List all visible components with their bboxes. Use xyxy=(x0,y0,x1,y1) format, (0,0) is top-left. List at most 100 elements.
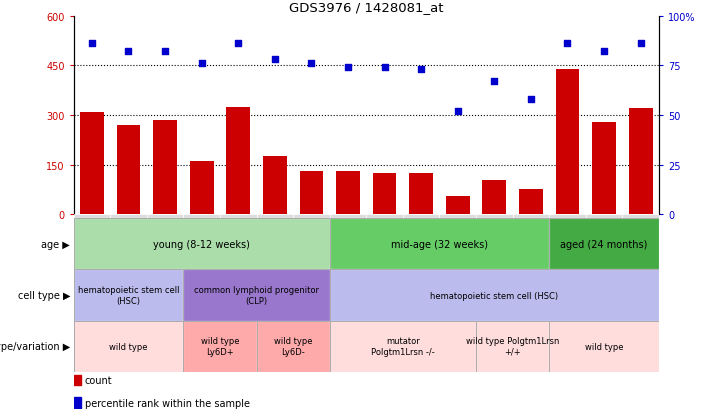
Text: GSM685752: GSM685752 xyxy=(380,215,389,261)
Bar xyxy=(147,215,184,219)
Bar xyxy=(74,270,184,321)
Bar xyxy=(476,321,549,372)
Text: GSM685751: GSM685751 xyxy=(343,215,353,261)
Bar xyxy=(446,197,470,215)
Bar xyxy=(482,180,506,215)
Point xyxy=(269,57,280,64)
Point xyxy=(635,41,646,47)
Point xyxy=(452,108,463,115)
Bar xyxy=(154,121,177,215)
Bar xyxy=(74,321,184,372)
Bar xyxy=(80,112,104,215)
Bar xyxy=(74,219,329,270)
Text: aged (24 months): aged (24 months) xyxy=(560,240,648,249)
Text: GSM685749: GSM685749 xyxy=(124,215,133,261)
Text: GSM685759: GSM685759 xyxy=(271,215,279,261)
Bar xyxy=(586,215,622,219)
Bar xyxy=(74,321,184,372)
Bar xyxy=(549,215,586,219)
Text: GSM685754: GSM685754 xyxy=(454,215,462,261)
Bar xyxy=(549,219,659,270)
Text: percentile rank within the sample: percentile rank within the sample xyxy=(85,398,250,408)
Bar xyxy=(74,215,110,219)
Bar xyxy=(257,321,329,372)
Bar xyxy=(366,215,403,219)
Text: wild type Polgtm1Lrsn
+/+: wild type Polgtm1Lrsn +/+ xyxy=(466,337,559,356)
Bar xyxy=(257,321,329,372)
Bar xyxy=(592,122,616,215)
Bar xyxy=(74,219,329,270)
Bar xyxy=(519,190,543,215)
Bar xyxy=(549,219,659,270)
Text: mid-age (32 weeks): mid-age (32 weeks) xyxy=(391,240,488,249)
Point xyxy=(379,65,390,71)
Point xyxy=(159,49,170,55)
Text: GSM685758: GSM685758 xyxy=(233,215,243,261)
Bar xyxy=(409,173,433,215)
Bar xyxy=(184,270,329,321)
Point xyxy=(416,67,427,74)
Text: hematopoietic stem cell
(HSC): hematopoietic stem cell (HSC) xyxy=(78,286,179,305)
Text: wild type: wild type xyxy=(109,342,148,351)
Text: wild type
Ly6D+: wild type Ly6D+ xyxy=(200,337,239,356)
Text: GSM685755: GSM685755 xyxy=(490,215,499,261)
Bar xyxy=(184,321,257,372)
Text: count: count xyxy=(85,375,112,385)
Text: wild type: wild type xyxy=(585,342,623,351)
Bar xyxy=(263,157,287,215)
Bar xyxy=(184,321,257,372)
Text: GSM685750: GSM685750 xyxy=(161,215,170,261)
Bar xyxy=(74,270,184,321)
Text: GSM685748: GSM685748 xyxy=(88,215,97,261)
Bar xyxy=(549,321,659,372)
Text: mutator
Polgtm1Lrsn -/-: mutator Polgtm1Lrsn -/- xyxy=(371,337,435,356)
Text: GSM685745: GSM685745 xyxy=(563,215,572,261)
Point xyxy=(196,61,207,67)
Bar xyxy=(329,321,476,372)
Bar xyxy=(184,215,220,219)
Bar xyxy=(440,215,476,219)
Bar xyxy=(549,321,659,372)
Bar xyxy=(476,215,512,219)
Bar xyxy=(329,215,366,219)
Bar xyxy=(329,270,659,321)
Text: age ▶: age ▶ xyxy=(41,240,70,249)
Bar xyxy=(110,215,147,219)
Bar xyxy=(190,162,214,215)
Text: young (8-12 weeks): young (8-12 weeks) xyxy=(154,240,250,249)
Bar xyxy=(329,270,659,321)
Bar xyxy=(629,109,653,215)
Bar xyxy=(329,219,549,270)
Text: GSM685746: GSM685746 xyxy=(599,215,608,261)
Bar xyxy=(329,321,476,372)
Point xyxy=(233,41,244,47)
Point xyxy=(123,49,134,55)
Bar xyxy=(403,215,440,219)
Text: hematopoietic stem cell (HSC): hematopoietic stem cell (HSC) xyxy=(430,291,559,300)
Point xyxy=(599,49,610,55)
Text: GSM685756: GSM685756 xyxy=(526,215,536,261)
Point xyxy=(306,61,317,67)
Text: GSM685747: GSM685747 xyxy=(636,215,645,261)
Point xyxy=(86,41,97,47)
Bar xyxy=(220,215,257,219)
Bar xyxy=(184,270,329,321)
Text: cell type ▶: cell type ▶ xyxy=(18,290,70,300)
Text: genotype/variation ▶: genotype/variation ▶ xyxy=(0,341,70,351)
Bar xyxy=(476,321,549,372)
Point xyxy=(562,41,573,47)
Bar xyxy=(299,172,323,215)
Bar xyxy=(556,69,579,215)
Text: wild type
Ly6D-: wild type Ly6D- xyxy=(274,337,313,356)
Text: GSM685753: GSM685753 xyxy=(416,215,426,261)
Point xyxy=(525,97,536,103)
Bar xyxy=(373,173,397,215)
Bar xyxy=(257,215,293,219)
Point xyxy=(489,78,500,85)
Bar xyxy=(512,215,549,219)
Bar xyxy=(293,215,329,219)
Bar xyxy=(226,107,250,215)
Text: common lymphoid progenitor
(CLP): common lymphoid progenitor (CLP) xyxy=(194,286,319,305)
Point xyxy=(342,65,353,71)
Bar xyxy=(336,172,360,215)
